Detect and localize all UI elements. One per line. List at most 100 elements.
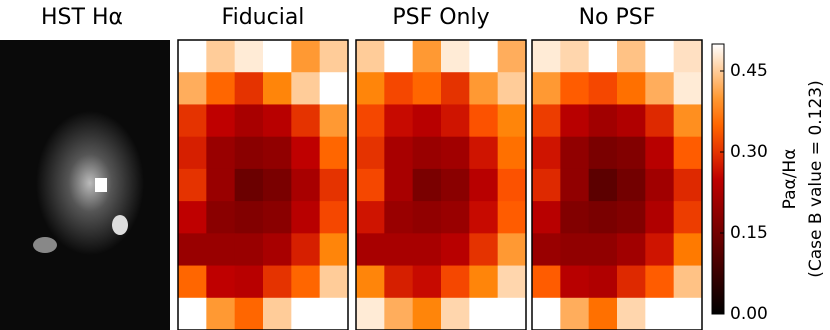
panel-title: No PSF [579,5,656,30]
heatmap-cell [291,136,321,170]
heatmap-cell [532,40,561,73]
heatmap-cell [319,40,349,73]
heatmap-cell [560,265,590,299]
heatmap-cell [206,40,236,73]
heatmap-cell [178,168,207,202]
heatmap-cell [384,104,414,138]
heatmap-cell [497,72,527,105]
heatmap-cell [291,72,321,105]
heatmap-cell [532,136,561,170]
heatmap-cell [441,201,470,234]
heatmap-cell [469,104,499,138]
heatmap-cell [617,136,646,170]
heatmap-cell [673,40,703,73]
colorbar-label: Paα/Hα [780,149,800,210]
heatmap-cell [263,104,292,138]
heatmap-cell [532,265,561,299]
heatmap-cell [673,72,703,105]
heatmap-cell [497,201,527,234]
heatmap-cell [412,168,442,202]
heatmap-cell [412,40,442,73]
heatmap-cell [441,136,470,170]
heatmap-cell [234,136,264,170]
heatmap-cell [206,201,236,234]
heatmap-cell [206,136,236,170]
heatmap-cell [412,72,442,105]
heatmap-cell [645,72,675,105]
heatmap-cell [617,201,646,234]
heatmap-cell [673,104,703,138]
heatmap-cell [645,265,675,299]
heatmap-cell [356,297,385,330]
heatmap-cell [469,72,499,105]
heatmap-cell [645,297,675,330]
heatmap-cell [178,265,207,299]
heatmap-cell [384,72,414,105]
heatmap-cell [178,40,207,73]
heatmap-cell [645,104,675,138]
heatmap-cell [234,168,264,202]
panel-title: Fiducial [222,5,305,30]
colorbar-sublabel: (Case B value = 0.123) [806,80,826,278]
heatmap-cell [178,136,207,170]
heatmap-cell [560,40,590,73]
heatmap-cell [234,40,264,73]
heatmap-cell [441,233,470,267]
heatmap-cell [319,168,349,202]
heatmap-cell [263,72,292,105]
heatmap-cell [560,136,590,170]
heatmap-cell [291,168,321,202]
heatmap-cell [384,265,414,299]
heatmap-cell [263,40,292,73]
heatmap-cell [319,136,349,170]
heatmap-cell [617,168,646,202]
heatmap-cell [497,297,527,330]
heatmap-cell [588,265,618,299]
heatmap-cell [356,72,385,105]
heatmap-cell [497,104,527,138]
heatmap-cell [234,201,264,234]
heatmap-cell [178,72,207,105]
heatmap-cell [234,233,264,267]
heatmap-cell [673,168,703,202]
heatmap-cell [263,136,292,170]
heatmap-cell [645,201,675,234]
heatmap-cell [356,233,385,267]
heatmap-cell [560,72,590,105]
heatmap-cell [673,136,703,170]
heatmap-cell [384,40,414,73]
heatmap-cell [206,233,236,267]
heatmap-cell [588,201,618,234]
heatmap-cell [469,136,499,170]
heatmap-cell [469,297,499,330]
heatmap-cell [263,265,292,299]
heatmap-cell [588,104,618,138]
colorbar-tick-label: 0.30 [730,142,768,162]
heatmap-cell [497,233,527,267]
heatmap-cell [645,136,675,170]
heatmap-cell [384,136,414,170]
heatmap-cell [617,265,646,299]
panel-frame [355,39,527,330]
heatmap-cell [206,297,236,330]
heatmap-cell [469,168,499,202]
heatmap-cell [645,233,675,267]
heatmap-cell [588,136,618,170]
heatmap-cell [617,40,646,73]
heatmap-cell [469,40,499,73]
heatmap-cell [356,201,385,234]
heatmap-cell [234,265,264,299]
heatmap-cell [319,104,349,138]
heatmap-cell [412,233,442,267]
heatmap-cell [291,104,321,138]
heatmap-cell [560,168,590,202]
heatmap-cell [291,265,321,299]
colorbar [711,43,725,315]
heatmap-cell [560,233,590,267]
heatmap-cell [206,104,236,138]
heatmap-cell [469,201,499,234]
heatmap-cell [588,233,618,267]
heatmap-cell [560,201,590,234]
heatmap-cell [234,72,264,105]
